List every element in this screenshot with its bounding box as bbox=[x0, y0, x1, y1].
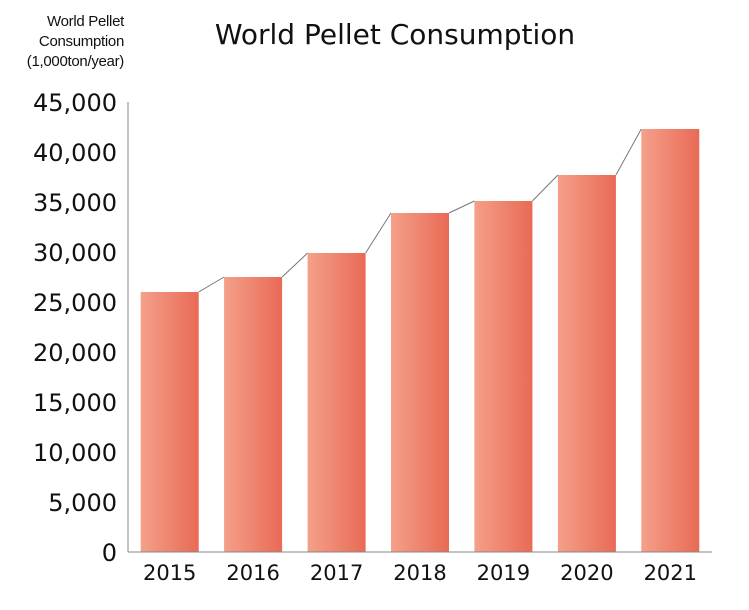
connector-line-4 bbox=[448, 200, 475, 214]
chart-title: World Pellet Consumption bbox=[214, 18, 576, 51]
y-tick-label: 0 bbox=[102, 539, 117, 567]
bar-2018 bbox=[391, 213, 449, 552]
y-tick-label: 5,000 bbox=[48, 489, 117, 517]
x-tick-label-2018: 2018 bbox=[393, 561, 446, 585]
connector-line-3 bbox=[365, 212, 392, 254]
y-axis-label: World Pellet Consumption (1,000ton/year) bbox=[4, 12, 125, 72]
axes bbox=[127, 102, 712, 553]
bar-2015 bbox=[140, 292, 199, 552]
bar-2020 bbox=[557, 175, 616, 552]
y-axis-label-line-2: Consumption bbox=[38, 33, 124, 50]
connector-line-1 bbox=[198, 276, 225, 293]
connector-lines bbox=[198, 128, 642, 293]
y-tick-label: 30,000 bbox=[33, 239, 117, 267]
bar-2016 bbox=[224, 277, 283, 552]
bar-2019 bbox=[474, 201, 533, 552]
y-axis-label-line-3: (1,000ton/year) bbox=[26, 53, 125, 70]
y-tick-label: 45,000 bbox=[33, 89, 117, 117]
y-tick-label: 20,000 bbox=[33, 339, 117, 367]
x-tick-labels: 2015 2016 2017 2018 2019 2020 2021 bbox=[143, 561, 697, 585]
x-tick-label-2020: 2020 bbox=[560, 561, 613, 585]
y-tick-label: 25,000 bbox=[33, 289, 117, 317]
connector-line-2 bbox=[281, 252, 308, 278]
bar-2017 bbox=[307, 253, 366, 552]
connector-line-5 bbox=[532, 174, 559, 202]
x-tick-label-2019: 2019 bbox=[477, 561, 530, 585]
y-axis-label-line-1: World Pellet bbox=[47, 13, 124, 30]
bar-2021 bbox=[641, 129, 700, 552]
x-tick-label-2016: 2016 bbox=[226, 561, 279, 585]
y-tick-labels: 0 5,000 10,000 15,000 20,000 25,000 30,000 35,0… bbox=[33, 89, 117, 567]
x-tick-label-2017: 2017 bbox=[310, 561, 363, 585]
y-tick-label: 15,000 bbox=[33, 389, 117, 417]
y-tick-label: 35,000 bbox=[33, 189, 117, 217]
y-tick-label: 10,000 bbox=[33, 439, 117, 467]
bars bbox=[140, 129, 700, 552]
connector-line-6 bbox=[615, 128, 642, 176]
y-tick-label: 40,000 bbox=[33, 139, 117, 167]
x-tick-label-2015: 2015 bbox=[143, 561, 196, 585]
x-tick-label-2021: 2021 bbox=[644, 561, 697, 585]
